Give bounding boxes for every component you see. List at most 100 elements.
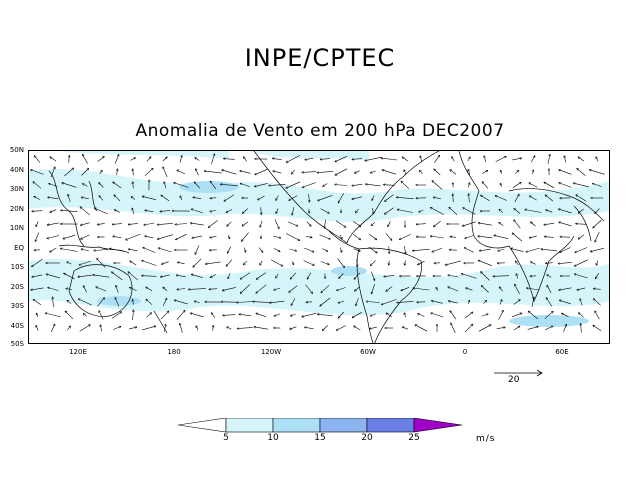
wind-vector (596, 260, 597, 266)
wind-vector (80, 207, 91, 216)
wind-vector (289, 285, 298, 293)
wind-vector (317, 314, 333, 317)
wind-vector (512, 182, 521, 188)
wind-vector (318, 195, 333, 200)
wind-vector (589, 170, 605, 175)
wind-vector (96, 287, 107, 292)
wind-vector (432, 181, 443, 190)
wind-vector (324, 219, 326, 229)
wind-vector (495, 156, 507, 162)
wind-vector (133, 182, 134, 189)
wind-vector (99, 170, 102, 174)
wind-vector (131, 197, 136, 200)
lat-label-eq: EQ (14, 243, 24, 252)
wind-vector (243, 260, 247, 265)
wind-vector (99, 196, 104, 201)
wind-vector (481, 314, 488, 317)
wind-vector (45, 313, 61, 318)
wind-vector (527, 327, 539, 330)
wind-vector (160, 274, 170, 277)
page-title: INPE/CPTEC (244, 44, 396, 72)
wind-vector (242, 221, 249, 226)
wind-vector (50, 247, 57, 252)
wind-vector (274, 287, 281, 290)
wind-vector (244, 247, 245, 253)
wind-vector (97, 298, 105, 307)
wind-vector (211, 313, 215, 318)
wind-vector (481, 286, 489, 293)
wind-vector (306, 221, 311, 227)
wind-vector (372, 208, 373, 214)
wind-vector (499, 300, 502, 305)
wind-vector (46, 274, 60, 279)
wind-vector (132, 208, 135, 215)
wind-vector (302, 172, 317, 173)
wind-vector (99, 311, 104, 320)
wind-vector (320, 159, 330, 160)
wind-vector (47, 222, 59, 225)
wind-vector (305, 237, 312, 238)
wind-vector (530, 156, 535, 163)
wind-vector (354, 326, 361, 331)
lat-label-30s: 30S (10, 302, 24, 310)
map-canvas (29, 151, 609, 343)
wind-vector (269, 184, 286, 185)
wind-vector (293, 261, 294, 265)
wind-vector (371, 271, 374, 281)
reference-vector-label: 20 (508, 375, 520, 385)
wind-vector (164, 182, 167, 189)
wind-vector (529, 196, 537, 201)
wind-vector (81, 197, 89, 199)
wind-vector (227, 246, 231, 253)
wind-vector (353, 221, 360, 226)
wind-vector (67, 326, 70, 331)
wind-vector (236, 302, 254, 303)
wind-vector (370, 313, 376, 316)
wind-vector (60, 249, 78, 252)
wind-vector (83, 313, 87, 317)
wind-vector (191, 274, 203, 278)
wind-vector (531, 297, 534, 308)
wind-vector (66, 289, 73, 290)
wind-vector (544, 311, 553, 319)
wind-vector (578, 208, 584, 213)
wind-vector (415, 325, 428, 332)
wind-vector (445, 260, 461, 265)
wind-vector (242, 208, 248, 214)
wind-vector (69, 155, 70, 163)
colorbar-label-15: 15 (314, 433, 326, 443)
wind-vector (464, 324, 473, 333)
wind-vector (355, 208, 359, 213)
wind-vector (431, 301, 443, 304)
wind-vector (499, 222, 504, 226)
wind-vector (274, 313, 281, 316)
wind-vector (305, 284, 312, 294)
wind-vector (511, 248, 524, 252)
wind-vector (468, 183, 469, 188)
wind-vector (482, 182, 489, 189)
wind-vector (514, 209, 521, 214)
wind-vector (160, 210, 171, 211)
wind-vector (500, 183, 502, 187)
wind-vector (33, 182, 42, 189)
wind-vector (339, 234, 342, 239)
wind-vector (196, 169, 199, 176)
wind-vector (192, 235, 203, 238)
wind-vector (276, 208, 279, 214)
wind-vector (210, 236, 217, 237)
wind-vector (595, 231, 600, 242)
wind-vector (322, 248, 327, 252)
wind-vector (320, 261, 329, 265)
wind-vector (273, 248, 280, 251)
wind-vector (389, 260, 390, 265)
wind-vector (512, 158, 521, 161)
wind-vector (254, 183, 268, 186)
wind-vector (48, 197, 59, 199)
wind-vector (142, 326, 156, 331)
wind-vector (146, 313, 151, 318)
wind-vector (596, 157, 599, 162)
wind-vector (493, 276, 510, 277)
wind-vector (450, 170, 457, 175)
wind-vector (163, 287, 168, 292)
wind-vector (142, 260, 157, 266)
